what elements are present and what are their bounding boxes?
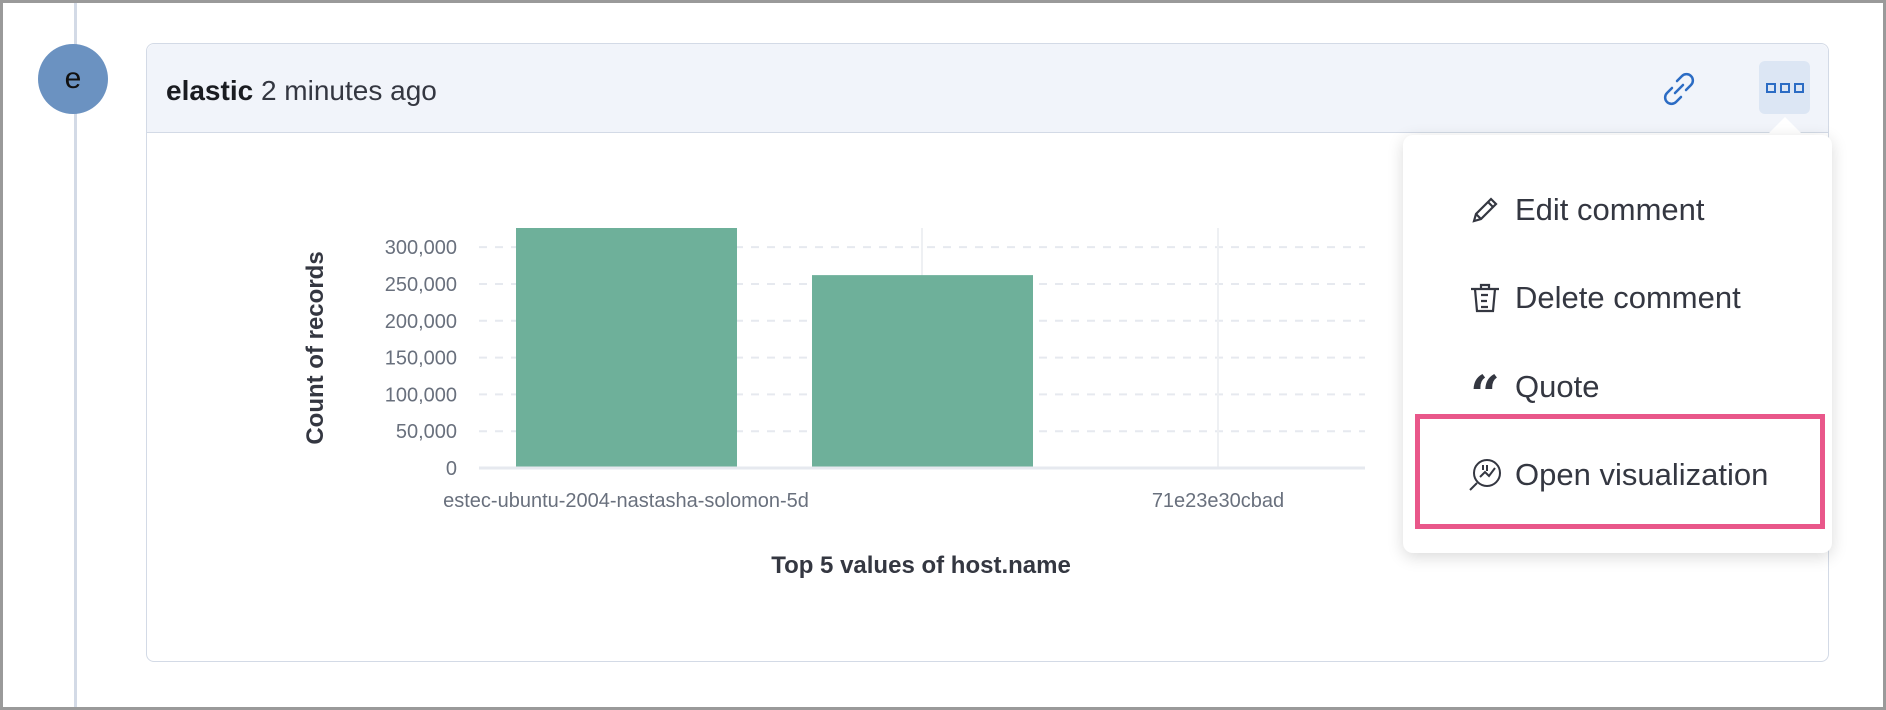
- link-icon: [1663, 72, 1695, 106]
- bar: [516, 228, 737, 468]
- pencil-icon: [1467, 192, 1503, 228]
- comment-actions-menu: Edit comment Delete comment “ Quote Open…: [1403, 135, 1832, 553]
- popover-arrow: [1765, 117, 1805, 137]
- menu-item-open-visualization[interactable]: Open visualization: [1403, 445, 1832, 505]
- timeline-line: [74, 0, 77, 710]
- visualize-app-icon: [1467, 457, 1503, 493]
- y-tick-label: 100,000: [385, 384, 457, 406]
- y-axis-title: Count of records: [302, 251, 329, 444]
- comment-header: elastic 2 minutes ago: [147, 44, 1828, 133]
- dot-icon: [1779, 82, 1790, 93]
- menu-item-label: Edit comment: [1515, 192, 1705, 227]
- menu-item-label: Delete comment: [1515, 280, 1741, 315]
- copy-link-button[interactable]: [1659, 69, 1699, 109]
- comment-author-line: elastic 2 minutes ago: [166, 75, 437, 107]
- x-tick-label: estec-ubuntu-2004-nastasha-solomon-5d: [443, 490, 809, 512]
- y-tick-label: 150,000: [385, 348, 457, 370]
- menu-item-label: Quote: [1515, 369, 1600, 404]
- dot-icon: [1765, 82, 1776, 93]
- menu-item-quote[interactable]: “ Quote: [1403, 357, 1832, 426]
- comment-time: 2 minutes ago: [253, 75, 437, 106]
- menu-item-label: Open visualization: [1515, 457, 1769, 492]
- author-name: elastic: [166, 75, 254, 106]
- y-tick-label: 0: [446, 458, 457, 480]
- y-tick-label: 300,000: [385, 237, 457, 259]
- dot-icon: [1793, 82, 1804, 93]
- quote-icon: “: [1470, 365, 1500, 426]
- trash-icon: [1467, 280, 1503, 316]
- x-tick-label: 71e23e30cbad: [1152, 490, 1284, 512]
- menu-item-delete-comment[interactable]: Delete comment: [1403, 268, 1832, 328]
- x-axis-title: Top 5 values of host.name: [771, 552, 1071, 579]
- highlight-box: [1415, 414, 1825, 529]
- menu-item-edit-comment[interactable]: Edit comment: [1403, 180, 1832, 240]
- y-tick-label: 200,000: [385, 311, 457, 333]
- y-tick-label: 250,000: [385, 274, 457, 296]
- avatar: e: [38, 44, 108, 114]
- bar: [812, 275, 1033, 468]
- more-actions-button[interactable]: [1759, 61, 1810, 114]
- y-tick-label: 50,000: [396, 421, 457, 443]
